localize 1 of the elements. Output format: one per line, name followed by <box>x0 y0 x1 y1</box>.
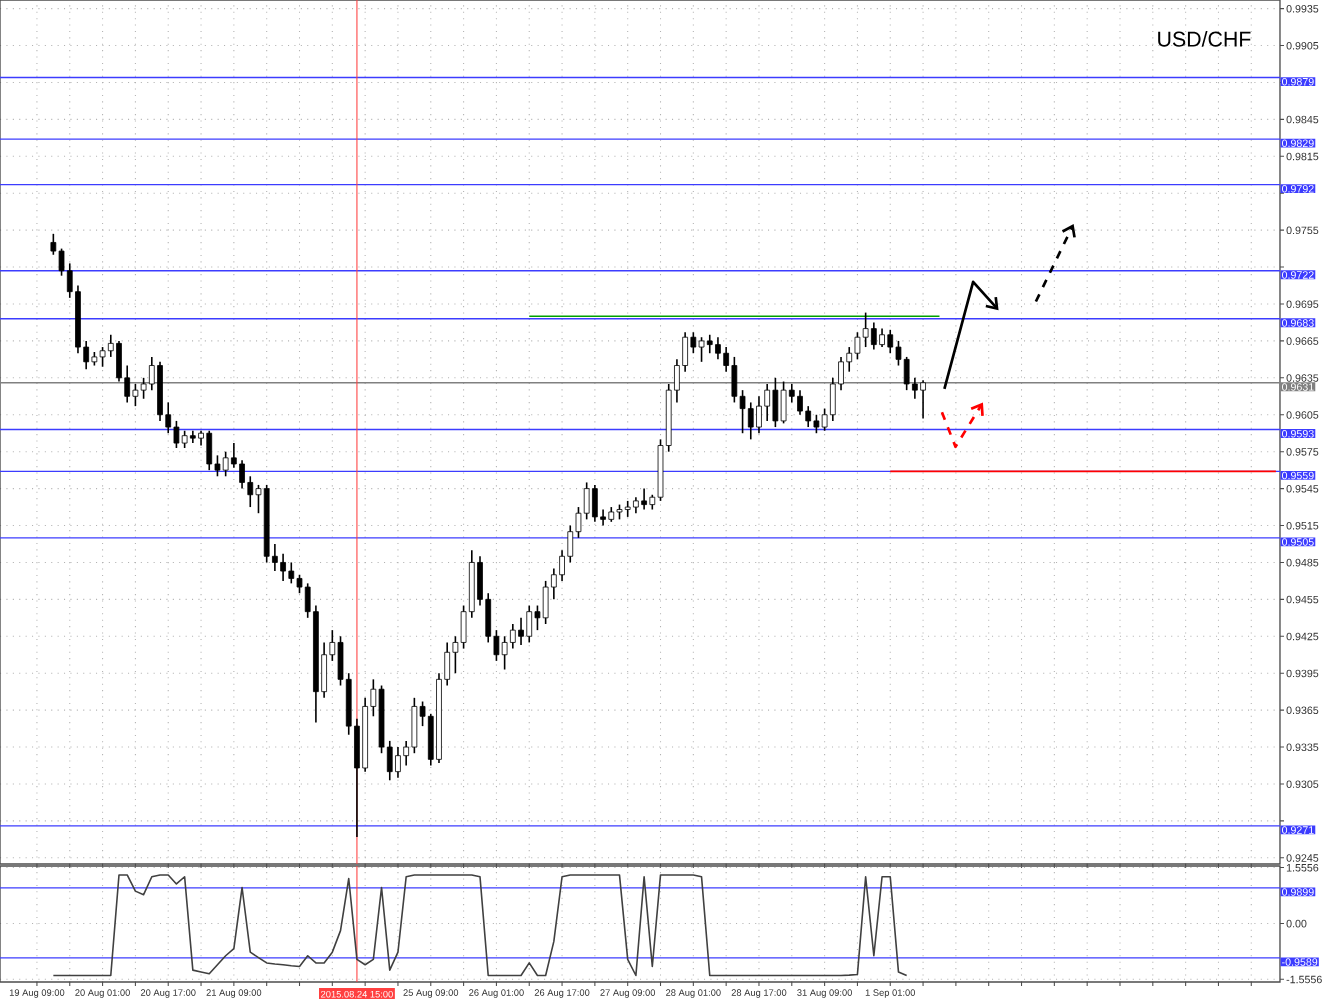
text: USD/CHF <box>1158 31 1251 47</box>
